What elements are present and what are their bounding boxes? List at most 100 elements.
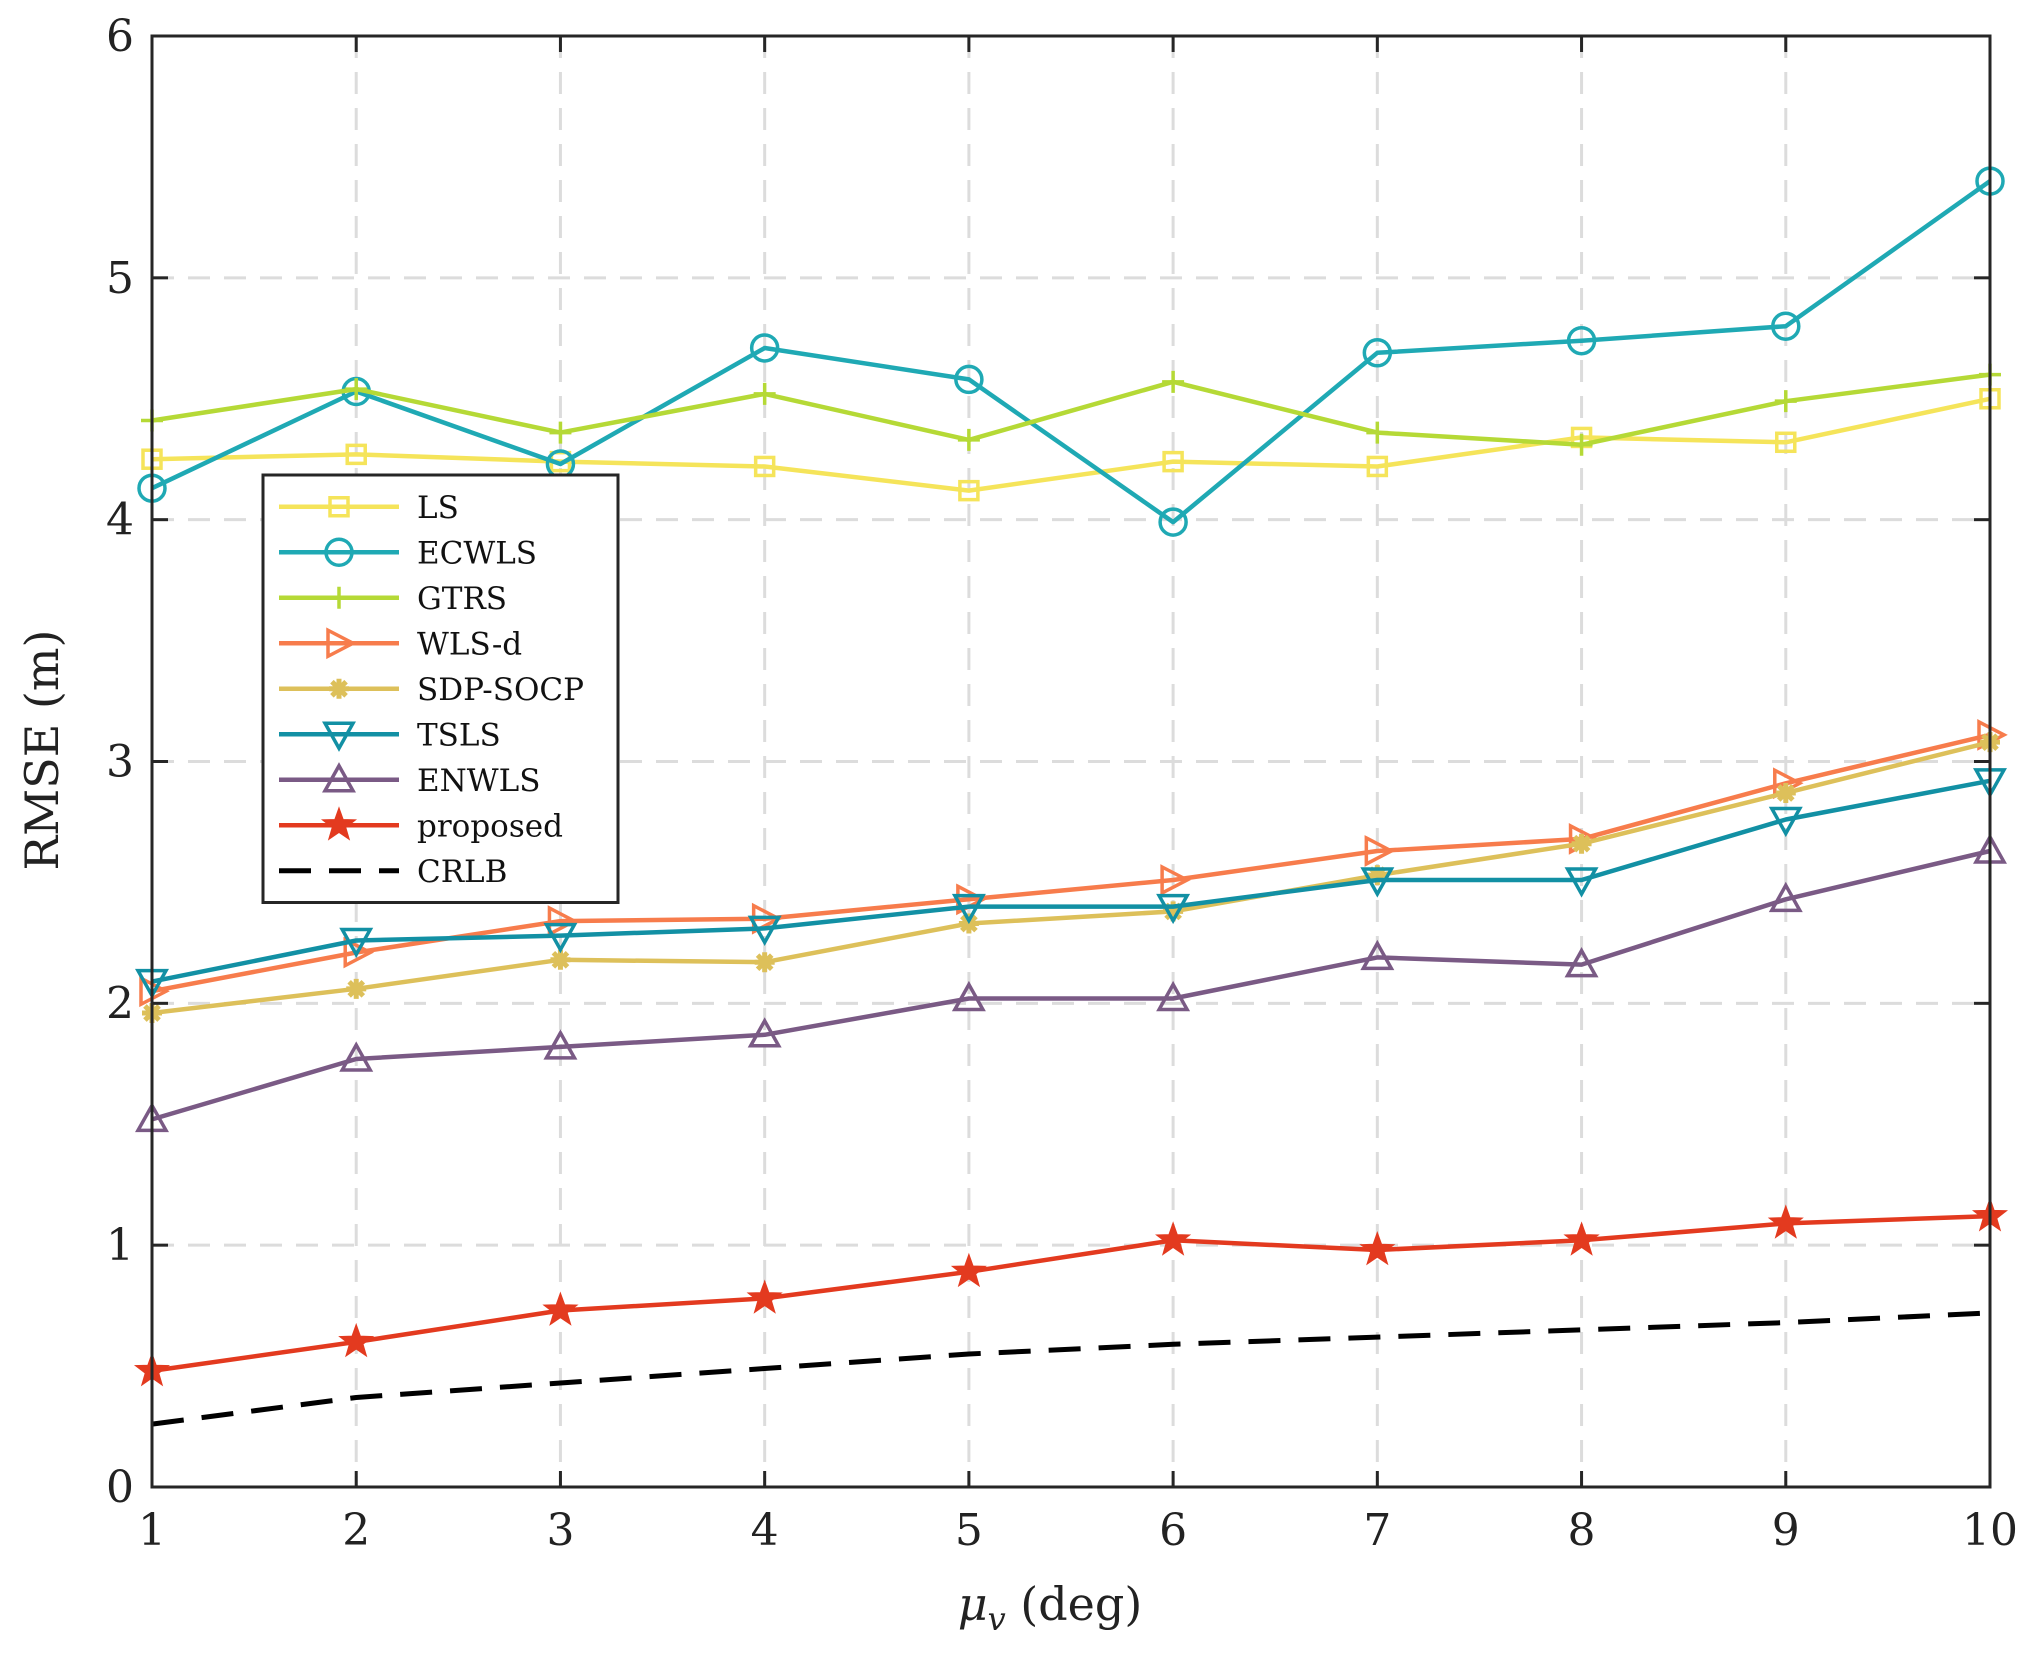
data-point-tsls: [747, 915, 782, 946]
legend-label-enwls: ENWLS: [417, 763, 540, 799]
data-point-ecwls: [1566, 325, 1597, 356]
data-point-gtrs: [345, 378, 368, 401]
legend: LS ECWLS GTRS WLS-d SDP-SOCP TSLS ENWLS propose…: [261, 473, 620, 904]
data-point-proposed: [338, 1322, 375, 1358]
series-line-ls: [151, 396, 1991, 493]
legend-label-proposed: proposed: [417, 808, 563, 844]
data-point-enwls: [339, 1041, 374, 1072]
x-axis-label: μv (deg): [958, 1577, 1143, 1638]
series-line-proposed: [151, 1213, 1991, 1374]
series-line-tsls: [151, 778, 1991, 984]
legend-item-gtrs: GTRS: [279, 581, 507, 617]
data-point-enwls: [1564, 947, 1599, 978]
x-tick-label: 5: [955, 1505, 983, 1556]
x-tick-label: 4: [751, 1505, 779, 1556]
data-point-enwls: [1768, 881, 1803, 913]
series-group: [133, 166, 2009, 1427]
legend-marker-sdp-socp: [329, 678, 349, 699]
legend-item-wls-d: WLS-d: [279, 626, 522, 662]
data-point-gtrs: [957, 428, 980, 451]
data-point-tsls: [1768, 806, 1803, 838]
legend-item-ecwls: ECWLS: [279, 535, 537, 571]
tick-marks: [150, 34, 1992, 1489]
data-point-ls: [345, 443, 367, 466]
data-point-proposed: [746, 1279, 783, 1314]
series-ls: [141, 388, 2001, 502]
data-point-gtrs: [1162, 370, 1185, 393]
legend-item-sdp-socp: SDP-SOCP: [279, 672, 584, 708]
data-point-sdp-socp: [346, 978, 367, 999]
x-tick-label: 1: [138, 1505, 166, 1556]
data-point-enwls: [747, 1017, 782, 1048]
legend-marker-gtrs: [328, 586, 350, 609]
data-point-ls: [1775, 431, 1797, 454]
data-point-enwls: [951, 980, 986, 1012]
legend-label-ecwls: ECWLS: [417, 535, 537, 571]
legend-label-tsls: TSLS: [417, 717, 501, 753]
data-point-wls-d: [547, 905, 579, 937]
data-point-sdp-socp: [754, 952, 775, 973]
data-point-enwls: [1156, 980, 1191, 1012]
data-point-tsls: [1564, 867, 1599, 898]
data-point-gtrs: [549, 421, 572, 444]
data-point-ls: [753, 455, 776, 478]
data-point-sdp-socp: [1367, 865, 1388, 886]
x-tick-label: 9: [1772, 1505, 1800, 1556]
data-point-ecwls: [1362, 338, 1393, 368]
series-line-crlb: [151, 1310, 1991, 1427]
legend-item-enwls: ENWLS: [279, 762, 540, 799]
data-point-sdp-socp: [1163, 901, 1184, 922]
legend-label-sdp-socp: SDP-SOCP: [417, 672, 584, 708]
data-point-tsls: [1156, 893, 1191, 925]
legend-label-wls-d: WLS-d: [417, 626, 522, 662]
data-point-tsls: [339, 927, 374, 959]
legend-label-ls: LS: [417, 490, 459, 526]
x-tick-label: 7: [1363, 1505, 1391, 1556]
x-axis-label-subscript: v: [988, 1600, 1006, 1638]
data-point-enwls: [1360, 939, 1395, 971]
x-tick-label: 8: [1568, 1505, 1596, 1556]
data-point-proposed: [1155, 1221, 1192, 1256]
data-point-sdp-socp: [550, 949, 571, 970]
data-point-proposed: [542, 1291, 579, 1326]
x-axis-label-unit: (deg): [1006, 1577, 1143, 1631]
legend-item-crlb: CRLB: [279, 854, 507, 890]
data-point-proposed: [1359, 1231, 1396, 1266]
data-point-gtrs: [1570, 433, 1593, 456]
legend-marker-proposed: [320, 806, 358, 841]
data-point-gtrs: [753, 382, 776, 405]
legend-item-ls: LS: [279, 490, 459, 526]
y-tick-label: 2: [106, 978, 134, 1029]
y-axis-label: RMSE (m): [15, 630, 69, 871]
data-point-ecwls: [1158, 507, 1188, 537]
data-point-ls: [958, 479, 980, 502]
legend-marker-tsls: [322, 721, 356, 752]
data-point-gtrs: [1366, 421, 1389, 444]
series-line-ecwls: [151, 179, 1992, 525]
legend-item-tsls: TSLS: [279, 717, 501, 753]
legend-marker-wls-d: [326, 627, 357, 660]
legend-item-proposed: proposed: [279, 806, 563, 844]
legend-marker-ecwls: [324, 537, 354, 567]
data-point-wls-d: [343, 936, 375, 969]
legend-label-crlb: CRLB: [417, 854, 507, 890]
data-point-tsls: [543, 922, 578, 954]
data-point-ecwls: [749, 333, 780, 363]
legend-label-gtrs: GTRS: [417, 581, 507, 617]
y-tick-label: 1: [106, 1220, 134, 1271]
data-point-ls: [1366, 455, 1389, 478]
data-point-proposed: [950, 1252, 987, 1288]
data-point-enwls: [543, 1029, 578, 1060]
x-tick-label: 3: [546, 1505, 574, 1556]
legend-marker-enwls: [322, 762, 356, 793]
y-tick-label: 5: [106, 253, 134, 304]
data-point-wls-d: [1160, 864, 1191, 896]
x-tick-label: 6: [1159, 1505, 1187, 1556]
data-point-sdp-socp: [1775, 782, 1796, 803]
data-point-proposed: [1767, 1204, 1804, 1239]
data-point-ecwls: [954, 364, 984, 395]
x-axis-label-symbol: μ: [958, 1577, 988, 1631]
series-line-sdp-socp: [151, 740, 1991, 1016]
